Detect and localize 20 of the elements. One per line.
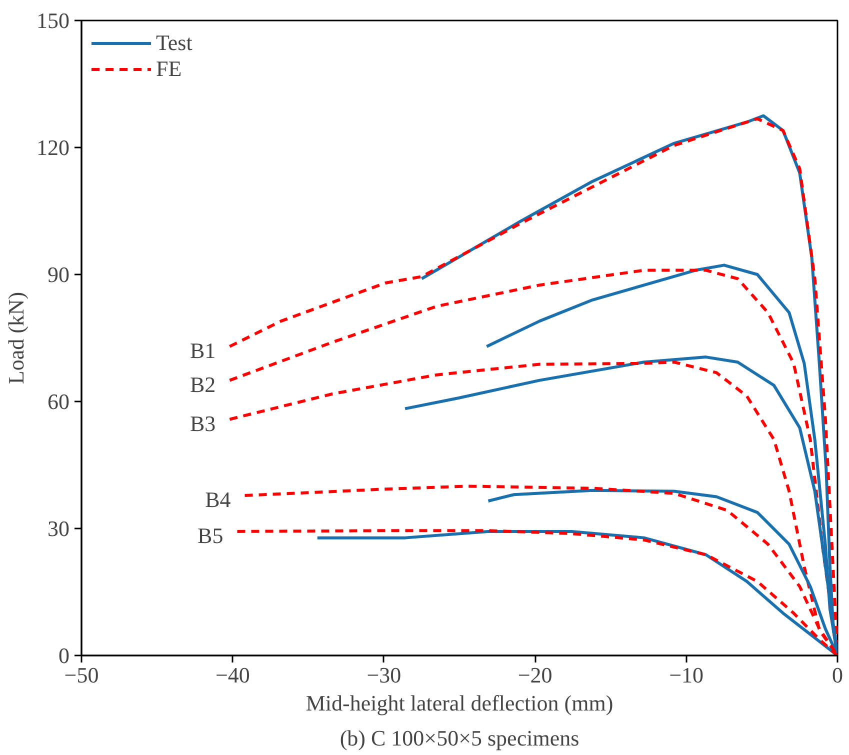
annotation: B5 — [198, 522, 224, 548]
x-tick-label: −40 — [215, 662, 250, 688]
annotation: B4 — [205, 486, 231, 512]
y-axis-title: Load (kN) — [4, 292, 28, 384]
legend-label: FE — [156, 56, 182, 82]
x-tick-label: −10 — [669, 662, 704, 688]
y-tick-label: 30 — [48, 516, 70, 541]
x-tick-label: 0 — [832, 662, 843, 688]
text: (b) C 100×50×5 specimens — [340, 726, 580, 750]
annotation: B1 — [190, 338, 216, 363]
y-tick-label: 150 — [36, 8, 70, 33]
legend-label: Test — [156, 30, 192, 56]
y-tick-label: 60 — [48, 389, 70, 414]
x-tick-label: −30 — [366, 662, 402, 688]
annotation: B3 — [190, 410, 216, 436]
y-tick-label: 90 — [48, 262, 70, 287]
annotation: B2 — [190, 372, 216, 397]
y-tick-label: 120 — [36, 135, 70, 160]
x-tick-label: −20 — [518, 662, 552, 688]
x-axis-title: Mid-height lateral deflection (mm) — [306, 690, 614, 716]
